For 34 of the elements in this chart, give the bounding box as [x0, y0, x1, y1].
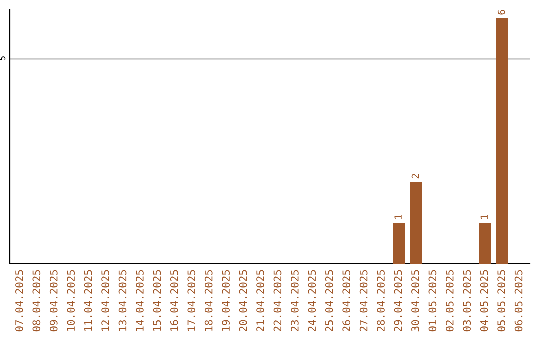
data-label: 1 [394, 215, 402, 220]
x-tick-label: 30.04.2025 [412, 270, 420, 332]
x-tick-label: 13.04.2025 [118, 270, 127, 332]
x-tick-label: 16.04.2025 [170, 270, 178, 332]
data-label: 1 [480, 215, 488, 220]
x-tick-label: 17.04.2025 [188, 270, 196, 332]
x-tick-label: 14.04.2025 [136, 270, 144, 332]
x-tick-label: 24.04.2025 [308, 270, 316, 332]
x-tick-label: 15.04.2025 [153, 270, 162, 332]
data-label: 2 [412, 174, 420, 179]
x-tick-label: 05.05.2025 [498, 270, 506, 332]
x-tick-label: 04.05.2025 [480, 270, 488, 332]
x-tick-label: 09.04.2025 [50, 270, 58, 332]
x-tick-label: 01.05.2025 [428, 270, 437, 332]
x-tick-label: 18.04.2025 [204, 270, 213, 332]
x-tick-label: 23.04.2025 [291, 270, 299, 332]
x-tick-label: 28.04.2025 [377, 270, 385, 332]
x-tick-label: 06.05.2025 [514, 270, 523, 332]
x-tick-label: 19.04.2025 [222, 270, 230, 332]
x-tick-label: 10.04.2025 [67, 270, 76, 332]
x-tick-label: 21.04.2025 [256, 270, 264, 332]
x-tick-label: 26.04.2025 [342, 270, 351, 332]
x-tick-label: 29.04.2025 [394, 270, 402, 332]
x-tick-label: 11.04.2025 [84, 270, 92, 332]
x-tick-label: 07.04.2025 [16, 270, 24, 332]
x-tick-label: 08.04.2025 [32, 270, 41, 332]
x-tick-label: 25.04.2025 [325, 270, 334, 332]
x-tick-label: 03.05.2025 [463, 270, 472, 332]
x-tick-label: 20.04.2025 [239, 270, 248, 332]
x-tick-label: 12.04.2025 [102, 270, 110, 332]
x-tick-label: 22.04.2025 [274, 270, 282, 332]
x-tick-label: 27.04.2025 [360, 270, 368, 332]
data-label: 6 [498, 10, 506, 15]
x-tick-label: 02.05.2025 [446, 270, 454, 332]
